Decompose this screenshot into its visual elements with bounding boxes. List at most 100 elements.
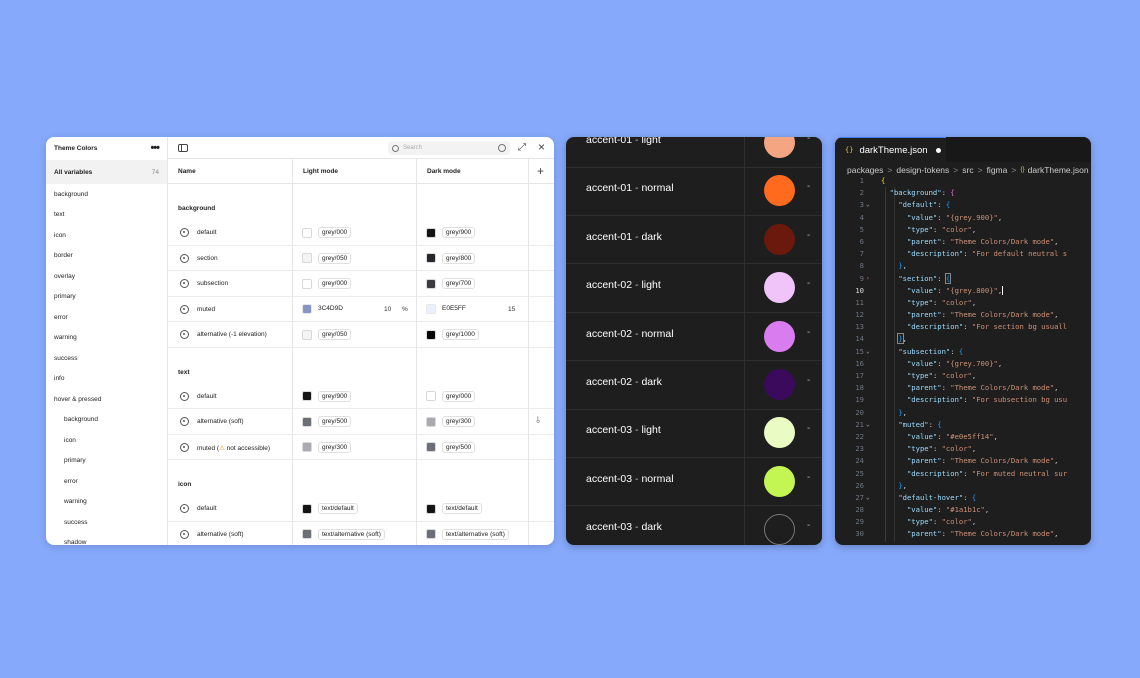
alias-chip[interactable]: grey/000 — [318, 278, 352, 289]
alias-chip[interactable]: grey/000 — [442, 390, 476, 402]
color-swatch[interactable] — [426, 416, 436, 427]
code-text[interactable]: "value": "#e0e5ff14", — [906, 431, 998, 441]
color-swatch[interactable] — [302, 303, 312, 314]
color-swatch[interactable] — [302, 416, 312, 427]
sidebar-item-group[interactable]: shadow — [64, 539, 87, 545]
alias-chip[interactable]: grey/500 — [318, 416, 352, 427]
code-text[interactable]: }, — [898, 261, 907, 271]
adjust-icon[interactable]: ⫰ — [536, 415, 540, 425]
code-line[interactable]: 11 "type": "color", — [835, 297, 1091, 309]
breadcrumb-item[interactable]: design-tokens — [896, 164, 950, 175]
dark-mode-value[interactable]: grey/500 — [426, 441, 476, 453]
alias-chip[interactable]: grey/900 — [442, 227, 476, 238]
code-text[interactable]: "subsection": { — [898, 346, 964, 356]
sidebar-item-group[interactable]: error — [64, 477, 78, 485]
table-row[interactable]: alternative (soft) grey/500 grey/300 ⫰ — [168, 409, 554, 435]
breadcrumb-item[interactable]: src — [962, 164, 974, 175]
accent-row[interactable]: accent-03 - normal - — [566, 458, 822, 507]
code-text[interactable]: "section": { — [898, 272, 952, 284]
variable-name[interactable]: default — [197, 505, 217, 512]
dark-mode-value[interactable]: grey/800 — [426, 252, 476, 264]
accent-row[interactable]: accent-03 - dark - — [566, 506, 822, 545]
code-line[interactable]: 16 "value": "{grey.700}", — [835, 358, 1091, 370]
opacity-value[interactable]: 15 — [508, 305, 516, 313]
code-text[interactable]: }, — [898, 480, 907, 490]
code-line[interactable]: 27 "default-hover": {⌄ — [835, 492, 1091, 504]
fold-chevron-icon[interactable]: ⌄ — [866, 347, 870, 355]
light-mode-value[interactable]: text/alternative (soft) — [302, 528, 385, 540]
color-swatch[interactable] — [764, 369, 795, 400]
light-mode-value[interactable]: grey/050 — [302, 329, 352, 340]
table-row[interactable]: muted 3C4D9D 10% E0E5FF 15 — [168, 297, 554, 322]
alias-chip[interactable]: grey/1000 — [442, 329, 479, 340]
alias-chip[interactable]: grey/050 — [318, 252, 352, 264]
color-swatch[interactable] — [426, 503, 436, 514]
sidebar-item-group[interactable]: icon — [54, 231, 66, 239]
code-line[interactable]: 9 "section": {› — [835, 272, 1091, 285]
unsaved-dot-icon[interactable] — [935, 147, 941, 153]
color-swatch[interactable] — [764, 514, 795, 545]
code-text[interactable]: "type": "color", — [906, 297, 977, 307]
code-line[interactable]: 30 "parent": "Theme Colors/Dark mode", — [835, 528, 1091, 540]
color-swatch[interactable] — [302, 442, 312, 452]
table-row[interactable]: subsection grey/000 grey/700 — [168, 271, 554, 297]
code-line[interactable]: 14 }, — [835, 333, 1091, 345]
alias-chip[interactable]: grey/900 — [318, 390, 352, 402]
filter-icon[interactable] — [498, 144, 506, 152]
close-icon[interactable]: × — [538, 140, 546, 154]
variable-name[interactable]: muted — [197, 305, 216, 313]
variable-name[interactable]: default — [197, 229, 217, 236]
code-line[interactable]: 18 "parent": "Theme Colors/Dark mode", — [835, 382, 1091, 394]
alias-chip[interactable]: grey/000 — [318, 227, 352, 238]
sidebar-item-group[interactable]: primary — [64, 457, 86, 465]
code-text[interactable]: { — [881, 175, 885, 187]
color-swatch[interactable] — [302, 227, 312, 238]
code-line[interactable]: 8 }, — [835, 260, 1091, 272]
light-mode-value[interactable]: 3C4D9D — [302, 303, 343, 314]
code-line[interactable]: 26 }, — [835, 480, 1091, 492]
alias-chip[interactable]: text/alternative (soft) — [442, 528, 509, 540]
table-row[interactable]: section grey/050 grey/800 — [168, 246, 554, 271]
code-text[interactable]: "type": "color", — [906, 371, 977, 380]
alias-chip[interactable]: grey/800 — [442, 252, 476, 264]
code-line[interactable]: 25 "description": "For muted neutral sur — [835, 468, 1091, 480]
table-row[interactable]: muted (⚠ not accessible) grey/300 grey/500 — [168, 435, 554, 460]
column-light-mode[interactable]: Light mode — [303, 168, 339, 175]
variable-name[interactable]: alternative (soft) — [197, 418, 244, 425]
color-swatch[interactable] — [426, 278, 436, 289]
color-swatch[interactable] — [302, 278, 312, 289]
color-swatch[interactable] — [764, 175, 795, 207]
light-mode-value[interactable]: grey/500 — [302, 416, 352, 427]
hex-value[interactable]: E0E5FF — [442, 305, 466, 312]
code-text[interactable]: }, — [897, 333, 907, 345]
all-variables-item[interactable]: All variables 74 — [46, 160, 167, 184]
color-swatch[interactable] — [302, 529, 312, 539]
code-text[interactable]: "background": { — [889, 188, 955, 198]
color-swatch[interactable] — [302, 391, 312, 401]
sidebar-item-group[interactable]: background — [64, 416, 98, 424]
add-mode-button[interactable]: + — [537, 164, 545, 178]
variable-name[interactable]: muted (⚠ not accessible) — [197, 444, 270, 452]
alias-chip[interactable]: grey/300 — [442, 416, 476, 427]
code-text[interactable]: "type": "color", — [906, 224, 977, 234]
hex-value[interactable]: 3C4D9D — [318, 305, 343, 312]
code-line[interactable]: 15 "subsection": {⌄ — [835, 346, 1091, 358]
sidebar-item-group[interactable]: hover & pressed — [54, 395, 102, 403]
code-text[interactable]: "value": "{grey.700}", — [906, 358, 1003, 368]
code-line[interactable]: 10 "value": "{grey.800}", — [835, 285, 1091, 297]
color-swatch[interactable] — [426, 253, 436, 263]
color-swatch[interactable] — [764, 137, 795, 158]
fold-chevron-icon[interactable]: › — [866, 274, 870, 282]
color-swatch[interactable] — [764, 272, 795, 304]
accent-row[interactable]: accent-01 - dark - — [566, 216, 822, 265]
code-line[interactable]: 22 "value": "#e0e5ff14", — [835, 431, 1091, 443]
table-row[interactable]: default grey/900 grey/000 — [168, 384, 554, 409]
sidebar-item-group[interactable]: info — [54, 375, 65, 383]
alias-chip[interactable]: text/default — [442, 503, 482, 514]
code-text[interactable]: "parent": "Theme Colors/Dark mode", — [906, 529, 1059, 539]
code-line[interactable]: 20 }, — [835, 407, 1091, 419]
code-text[interactable]: "description": "For section bg usuall — [906, 322, 1068, 332]
alias-chip[interactable]: text/default — [318, 503, 358, 514]
variable-name[interactable]: subsection — [197, 280, 229, 287]
code-text[interactable]: "parent": "Theme Colors/Dark mode", — [906, 236, 1059, 246]
